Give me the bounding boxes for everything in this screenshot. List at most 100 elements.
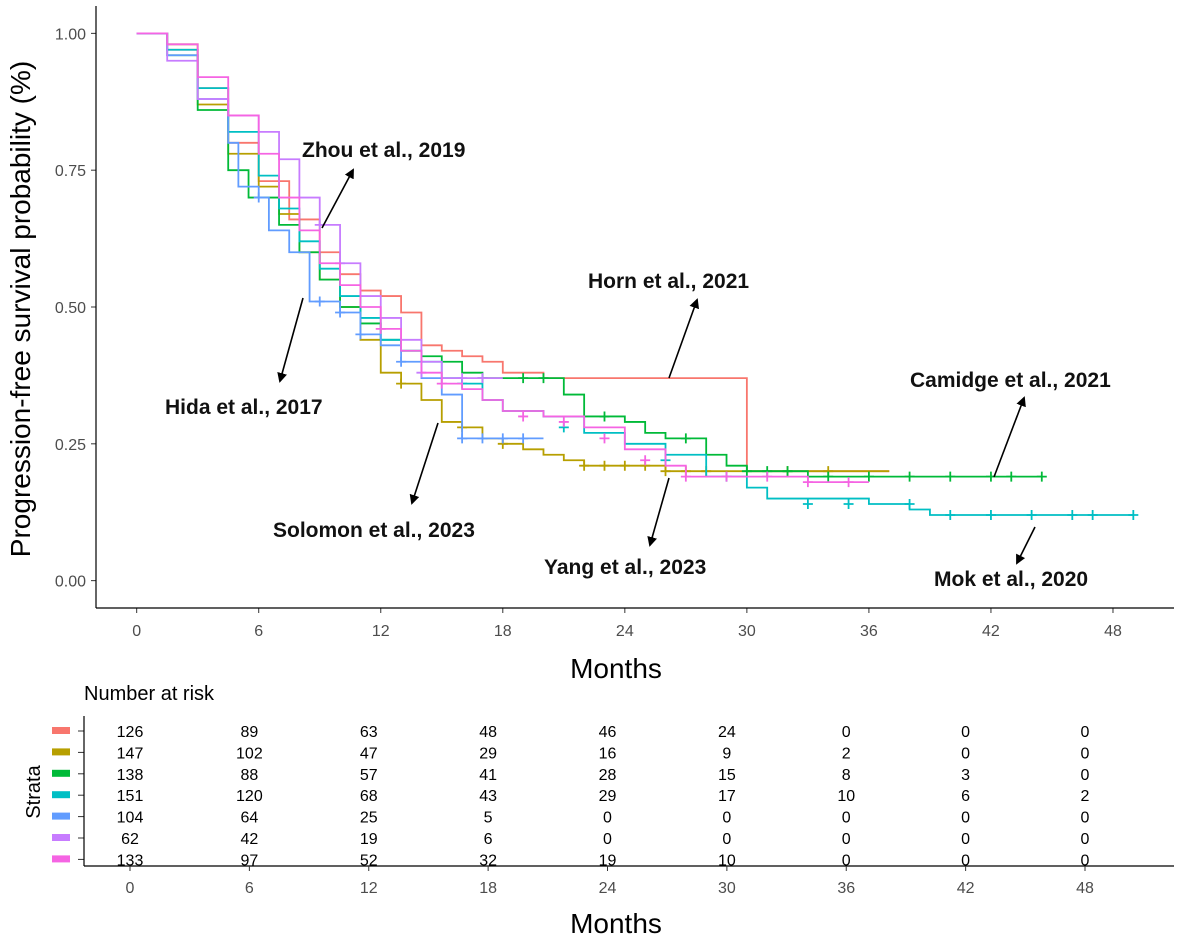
censor-mark	[782, 466, 793, 477]
strata-swatch	[52, 769, 70, 777]
risk-count: 0	[961, 852, 970, 869]
risk-count: 19	[360, 831, 378, 848]
risk-count: 57	[360, 767, 378, 784]
risk-row: 151 120 68 43 29 17 10 6 2	[117, 788, 1090, 805]
censor-mark	[843, 477, 854, 488]
censor-mark	[599, 433, 610, 444]
censor-mark	[660, 466, 671, 477]
annotation-solomon: Solomon et al., 2023	[273, 519, 475, 542]
censor-mark	[985, 509, 996, 520]
risk-count: 102	[236, 745, 263, 762]
risk-count: 3	[961, 767, 970, 784]
censor-mark	[1006, 471, 1017, 482]
km-plot: 0.00 0.25 0.50 0.75 1.00 0 6 12 18 24 30 36 42 48	[55, 6, 1174, 640]
survival-curves	[136, 32, 1139, 520]
risk-count: 2	[1081, 788, 1090, 805]
annotation-zhou: Zhou et al., 2019	[302, 139, 465, 162]
risk-count: 0	[842, 810, 851, 827]
strata-swatch	[52, 748, 70, 756]
strata-swatches	[52, 727, 84, 863]
risk-x-tick-label: 36	[837, 880, 855, 897]
risk-count: 28	[599, 767, 617, 784]
censor-mark	[762, 471, 773, 482]
risk-x-axis-title: Months	[570, 908, 662, 939]
x-tick-label: 30	[738, 623, 756, 640]
annotations: Zhou et al., 2019 Horn et al., 2021 Hida…	[165, 139, 1111, 591]
censor-mark	[1087, 509, 1098, 520]
y-tick-label: 0.25	[55, 437, 86, 454]
risk-x-tick-label: 24	[599, 880, 617, 897]
censor-mark	[599, 460, 610, 471]
risk-count: 6	[961, 788, 970, 805]
censor-mark	[497, 433, 508, 444]
annotation-hida: Hida et al., 2017	[165, 396, 323, 419]
risk-count: 6	[484, 831, 493, 848]
risk-count: 15	[718, 767, 736, 784]
risk-count: 10	[837, 788, 855, 805]
risk-count: 16	[599, 745, 617, 762]
censor-mark	[823, 471, 834, 482]
censor-mark	[904, 471, 915, 482]
risk-count: 41	[479, 767, 497, 784]
x-axis-ticks: 0 6 12 18 24 30 36 42 48	[132, 608, 1122, 640]
censor-mark	[457, 373, 468, 384]
risk-x-tick-label: 42	[957, 880, 975, 897]
censor-mark	[599, 411, 610, 422]
risk-count: 0	[961, 724, 970, 741]
censor-mark	[558, 416, 569, 427]
risk-x-tick-label: 6	[245, 880, 254, 897]
risk-count: 0	[961, 831, 970, 848]
censor-mark	[945, 471, 956, 482]
censor-mark	[518, 411, 529, 422]
censor-mark	[640, 455, 651, 466]
censor-mark	[375, 323, 386, 334]
y-axis-title: Progression-free survival probability (%…	[5, 61, 36, 557]
risk-x-tick-label: 30	[718, 880, 736, 897]
risk-count: 0	[603, 831, 612, 848]
risk-row: 133 97 52 32 19 10 0 0 0	[117, 852, 1090, 869]
risk-count: 25	[360, 810, 378, 827]
annotation-arrow-solomon	[409, 422, 439, 505]
annotation-yang: Yang et al., 2023	[544, 556, 706, 579]
censor-mark	[335, 307, 346, 318]
annotation-horn: Horn et al., 2021	[588, 270, 749, 293]
censor-mark	[945, 509, 956, 520]
risk-count: 42	[240, 831, 258, 848]
risk-count: 63	[360, 724, 378, 741]
annotation-arrow-horn	[668, 298, 700, 379]
censor-mark	[741, 466, 752, 477]
risk-count: 0	[722, 810, 731, 827]
risk-count: 0	[961, 810, 970, 827]
risk-x-tick-label: 0	[126, 880, 135, 897]
x-tick-label: 36	[860, 623, 878, 640]
strata-swatch	[52, 812, 70, 820]
risk-x-tick-label: 12	[360, 880, 378, 897]
risk-row: 62 42 19 6 0 0 0 0 0	[121, 831, 1089, 848]
risk-count: 0	[603, 810, 612, 827]
risk-count: 97	[240, 852, 258, 869]
annotation-camidge: Camidge et al., 2021	[910, 369, 1111, 392]
risk-count: 9	[722, 745, 731, 762]
censor-mark	[1026, 509, 1037, 520]
risk-count: 29	[479, 745, 497, 762]
risk-count: 52	[360, 852, 378, 869]
y-axis-ticks: 0.00 0.25 0.50 0.75 1.00	[55, 26, 96, 591]
y-tick-label: 0.00	[55, 574, 86, 591]
risk-count: 0	[1081, 810, 1090, 827]
risk-row: 147 102 47 29 16 9 2 0 0	[117, 745, 1090, 762]
risk-row: 126 89 63 48 46 24 0 0 0	[117, 724, 1090, 741]
risk-count: 17	[718, 788, 736, 805]
risk-count: 10	[718, 852, 736, 869]
annotation-arrow-camidge	[993, 396, 1026, 478]
risk-count: 88	[240, 767, 258, 784]
risk-count: 126	[117, 724, 144, 741]
censor-mark	[680, 433, 691, 444]
risk-count: 138	[117, 767, 144, 784]
risk-count: 0	[842, 831, 851, 848]
risk-count: 0	[1081, 745, 1090, 762]
censor-mark	[253, 192, 264, 203]
risk-count: 29	[599, 788, 617, 805]
censor-mark	[721, 471, 732, 482]
censor-mark	[314, 296, 325, 307]
